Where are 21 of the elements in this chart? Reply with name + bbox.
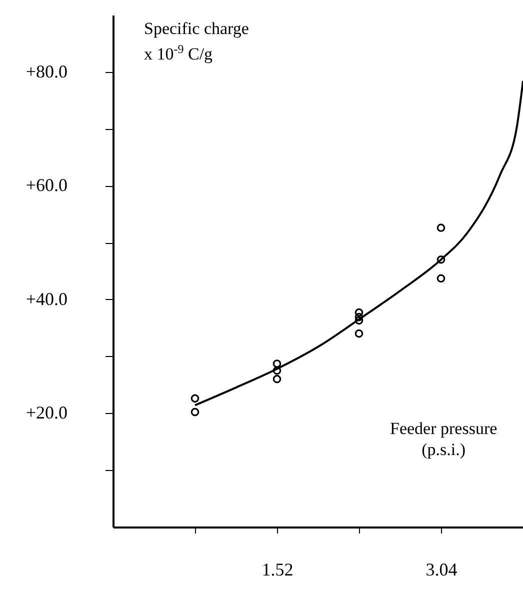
point xyxy=(436,255,446,264)
point xyxy=(354,329,364,338)
x-tick-label: 1.52 xyxy=(262,560,294,580)
line-series xyxy=(194,80,523,406)
point xyxy=(354,316,364,325)
point xyxy=(436,274,446,283)
point xyxy=(272,366,282,375)
y-tick-label: +40.0 xyxy=(26,288,68,309)
y-tick-label: +60.0 xyxy=(26,175,68,196)
x-tick-label: 3.04 xyxy=(426,560,458,580)
point xyxy=(354,308,364,317)
y-tick-label: +80.0 xyxy=(26,61,68,82)
x-axis-title: Feeder pressure (p.s.i.) xyxy=(390,418,498,460)
y-axis-title: Specific charge x 10$^{-9}$ C/g xyxy=(144,18,249,65)
point xyxy=(190,408,200,416)
point xyxy=(272,374,282,384)
point xyxy=(190,394,200,403)
point xyxy=(272,360,282,368)
point xyxy=(436,224,446,232)
point xyxy=(354,312,364,322)
y-tick-label: +20.0 xyxy=(26,402,68,423)
